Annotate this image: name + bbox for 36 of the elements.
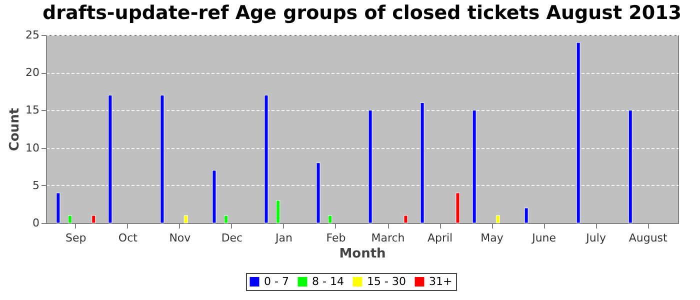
x-tick-label: Sep	[66, 232, 86, 244]
x-tick-label: April	[427, 232, 453, 244]
legend-label: 0 - 7	[264, 274, 289, 288]
x-tick-label: Feb	[326, 232, 346, 244]
legend-label: 31+	[429, 274, 452, 288]
bar	[276, 200, 280, 224]
x-tick-label: July	[585, 232, 606, 244]
y-tick-label: 10	[26, 141, 40, 154]
bar	[524, 208, 528, 224]
bar	[328, 215, 332, 224]
x-tick-label: Dec	[221, 232, 243, 244]
bar	[224, 215, 228, 224]
x-tick-label: June	[531, 232, 556, 244]
chart-title: drafts-update-ref Age groups of closed tickets August 2013	[42, 2, 682, 24]
y-tick-label: 20	[26, 66, 40, 80]
y-tick-label: 0	[32, 216, 40, 230]
bar	[56, 192, 60, 224]
bar	[184, 215, 188, 224]
x-tick-label: Nov	[169, 232, 192, 244]
legend-label: 15 - 30	[367, 274, 406, 288]
bar	[92, 215, 96, 224]
x-tick-label: August	[628, 232, 668, 244]
y-tick-label: 5	[32, 178, 40, 192]
bar	[68, 215, 72, 224]
y-tick-label: 25	[26, 28, 40, 42]
legend-label: 8 - 14	[312, 274, 344, 288]
bar	[496, 215, 500, 224]
x-tick-label: May	[480, 232, 504, 244]
x-tick-label: Jan	[274, 232, 292, 244]
y-tick-label: 15	[26, 104, 40, 117]
bar	[456, 192, 460, 224]
x-tick-label: Oct	[118, 232, 138, 244]
y-axis-title: Count	[8, 108, 23, 152]
bar	[404, 215, 408, 224]
x-axis-title: Month	[339, 246, 386, 262]
x-tick-label: March	[371, 232, 405, 244]
